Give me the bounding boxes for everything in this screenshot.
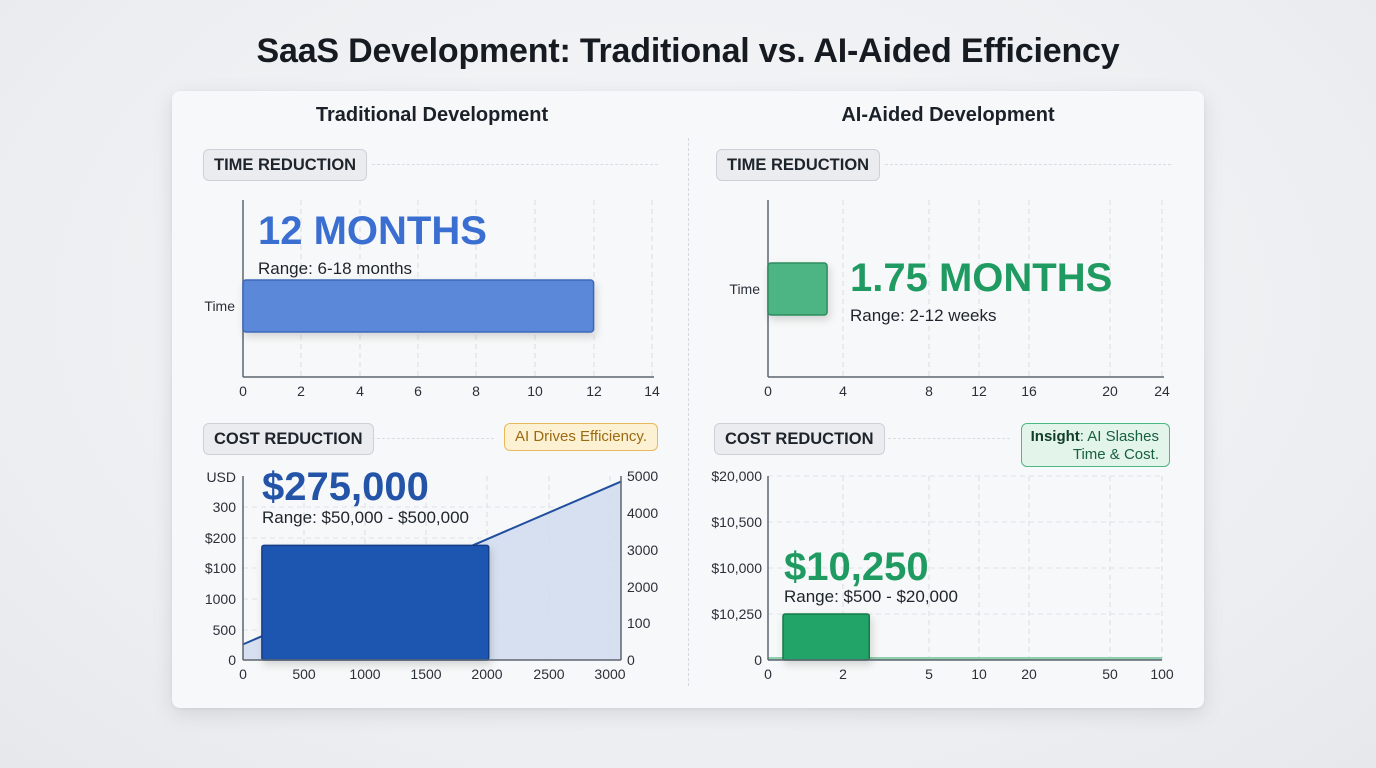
right-tick-label: 2000 <box>627 579 658 595</box>
page-title: SaaS Development: Traditional vs. AI-Aid… <box>256 32 1120 70</box>
ai-time-pill: TIME REDUCTION <box>716 149 881 181</box>
right-tick-label: 5000 <box>627 468 658 484</box>
x-tick-label: 10 <box>971 666 987 682</box>
ai-cost-chart: 0 2 5 10 20 50 100 $20,000 $10,500 $10,000 $10,250… <box>711 468 1174 682</box>
trad-cost-pill: COST REDUCTION <box>203 423 374 455</box>
y-tick-label: $20,000 <box>711 468 762 484</box>
y-category-label: Time <box>729 281 760 297</box>
x-tick-label: 2 <box>297 383 305 399</box>
left-tick-label: $200 <box>205 530 236 546</box>
trad-cost-chart: 0 500 1000 1500 2000 2500 3000300$200$10010005… <box>205 465 659 682</box>
x-tick-label: 0 <box>764 666 772 682</box>
left-tick-label: 0 <box>228 652 236 668</box>
x-tick-label: 24 <box>1154 383 1170 399</box>
y-axis-unit: USD <box>206 469 236 485</box>
x-tick-label: 2 <box>839 666 847 682</box>
x-tick-label: 0 <box>764 383 772 399</box>
headline-value: 12 MONTHS <box>258 209 487 253</box>
ai-time-divider <box>885 164 1171 165</box>
y-tick-label: $10,500 <box>711 514 762 530</box>
right-tick-label: 3000 <box>627 542 658 558</box>
x-tick-label: 0 <box>239 666 247 682</box>
x-tick-label: 8 <box>472 383 480 399</box>
y-tick-label: $10,250 <box>711 606 762 622</box>
y-tick-label: 0 <box>754 652 762 668</box>
x-tick-label: 4 <box>839 383 847 399</box>
left-tick-label: 1000 <box>205 591 236 607</box>
x-tick-label: 0 <box>239 383 247 399</box>
range-text: Range: $500 - $20,000 <box>784 587 958 606</box>
trad-cost-divider <box>372 438 494 439</box>
y-category-label: Time <box>204 298 235 314</box>
cost-bar <box>261 544 490 661</box>
left-tick-label: 300 <box>213 499 237 515</box>
insight-badge: Insight: AI Slashes Time & Cost. <box>1021 423 1170 467</box>
x-tick-label: 1000 <box>349 666 380 682</box>
ai-column-title: AI-Aided Development <box>841 104 1055 126</box>
x-tick-label: 20 <box>1021 666 1037 682</box>
range-text: Range: 2-12 weeks <box>850 306 996 325</box>
x-tick-label: 1500 <box>410 666 441 682</box>
x-tick-label: 50 <box>1102 666 1118 682</box>
cost-bar <box>782 613 870 661</box>
traditional-column-title: Traditional Development <box>315 104 549 126</box>
insight-label: Insight <box>1030 428 1080 445</box>
right-tick-label: 4000 <box>627 505 658 521</box>
right-tick-label: 100 <box>627 615 651 631</box>
y-tick-label: $10,000 <box>711 560 762 576</box>
time-bar <box>242 279 595 333</box>
column-divider <box>688 138 689 686</box>
x-tick-label: 4 <box>356 383 364 399</box>
ai-drives-badge: AI Drives Efficiency. <box>504 423 658 451</box>
time-bar <box>767 262 828 316</box>
x-tick-label: 3000 <box>594 666 625 682</box>
trad-time-chart: 0 2 4 6 8 10 12 14 Time 12 MONTHS Range: 6-18 mont… <box>204 200 660 399</box>
insight-line2: Time & Cost. <box>1072 446 1159 463</box>
trad-time-pill: TIME REDUCTION <box>203 149 368 181</box>
x-tick-label: 12 <box>971 383 987 399</box>
trad-time-divider <box>372 164 658 165</box>
x-tick-label: 10 <box>527 383 543 399</box>
x-tick-label: 100 <box>1150 666 1174 682</box>
ai-cost-pill: COST REDUCTION <box>714 423 885 455</box>
ai-time-chart: 0 4 8 12 16 20 24 Time 1.75 MONTHS Range: 2-12 we… <box>729 200 1170 399</box>
headline-value: 1.75 MONTHS <box>850 256 1112 300</box>
x-tick-label: 5 <box>925 666 933 682</box>
range-text: Range: $50,000 - $500,000 <box>262 508 469 527</box>
headline-value: $10,250 <box>784 545 929 589</box>
x-tick-label: 500 <box>292 666 316 682</box>
x-tick-label: 6 <box>414 383 422 399</box>
right-tick-label: 0 <box>627 652 635 668</box>
cost-baseline-fill <box>768 657 1162 660</box>
ai-cost-divider <box>888 438 1010 439</box>
left-tick-label: 500 <box>213 622 237 638</box>
x-tick-label: 8 <box>925 383 933 399</box>
x-tick-label: 16 <box>1021 383 1037 399</box>
range-text: Range: 6-18 months <box>258 259 412 278</box>
x-tick-label: 20 <box>1102 383 1118 399</box>
headline-value: $275,000 <box>262 465 429 509</box>
x-tick-label: 14 <box>644 383 660 399</box>
x-tick-label: 2500 <box>533 666 564 682</box>
left-tick-label: $100 <box>205 560 236 576</box>
x-tick-label: 2000 <box>471 666 502 682</box>
x-tick-label: 12 <box>586 383 602 399</box>
insight-line1: : AI Slashes <box>1079 428 1159 445</box>
